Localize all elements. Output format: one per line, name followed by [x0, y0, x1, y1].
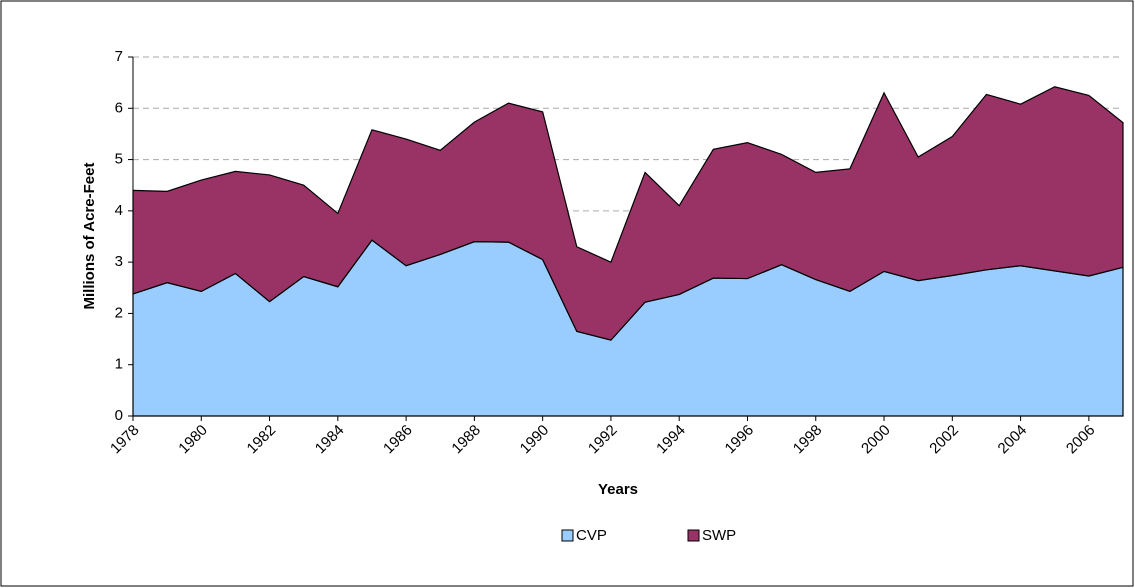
y-tick-label: 7 — [115, 48, 123, 65]
legend-label: SWP — [702, 527, 736, 544]
y-tick-label: 1 — [115, 356, 123, 373]
x-axis-label: Years — [598, 481, 638, 498]
legend-swatch — [687, 529, 700, 542]
area — [132, 86, 1124, 341]
legend-swatch — [561, 529, 574, 542]
y-tick-label: 2 — [115, 304, 123, 321]
y-tick-label: 3 — [115, 253, 123, 270]
legend-label: CVP — [576, 527, 607, 544]
y-tick-label: 5 — [115, 151, 123, 168]
y-tick-label: 0 — [115, 407, 123, 424]
y-tick-label: 4 — [115, 202, 123, 219]
y-tick-label: 6 — [115, 99, 123, 116]
y-axis-label: Millions of Acre-Feet — [81, 163, 98, 310]
